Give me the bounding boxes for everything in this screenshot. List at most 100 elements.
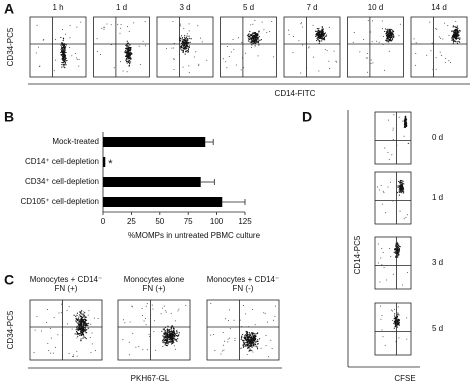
event-dot: [84, 316, 86, 319]
event-dot: [106, 23, 108, 25]
event-dot: [436, 28, 438, 30]
event-dot: [79, 315, 82, 318]
event-dot: [456, 41, 458, 43]
event-dot: [173, 328, 175, 330]
event-dot: [85, 322, 87, 324]
event-dot: [405, 125, 408, 128]
event-dot: [127, 44, 129, 46]
event-dot: [398, 337, 400, 339]
event-dot: [386, 31, 388, 33]
event-dot: [255, 341, 257, 343]
event-dot: [403, 191, 405, 193]
event-dot: [401, 184, 404, 186]
event-dot: [60, 44, 62, 46]
event-dot: [383, 35, 385, 37]
event-dot: [398, 319, 401, 322]
event-dot: [319, 30, 321, 32]
event-dot: [80, 338, 82, 340]
event-dot: [317, 35, 319, 38]
event-dot: [380, 318, 382, 320]
event-dot: [126, 40, 128, 42]
event-dot: [83, 334, 85, 336]
event-dot: [445, 57, 447, 59]
event-dot: [316, 39, 318, 42]
event-dot: [171, 336, 173, 338]
event-dot: [326, 50, 328, 52]
event-dot: [83, 320, 85, 322]
event-dot: [173, 337, 175, 339]
event-dot: [165, 338, 167, 341]
event-dot: [398, 189, 401, 191]
event-dot: [451, 39, 453, 42]
event-dot: [234, 340, 236, 342]
event-dot: [228, 320, 230, 322]
panel-label: A: [4, 1, 14, 17]
event-dot: [316, 37, 318, 39]
event-dot: [449, 61, 451, 63]
event-dot: [177, 338, 179, 340]
event-dot: [184, 53, 186, 55]
event-dot: [162, 342, 164, 344]
event-dot: [40, 330, 42, 332]
event-dot: [183, 39, 185, 41]
event-dot: [172, 334, 174, 337]
event-dot: [254, 35, 256, 37]
event-dot: [64, 59, 66, 61]
event-dot: [435, 57, 437, 59]
event-dot: [239, 319, 241, 321]
event-dot: [384, 28, 387, 30]
event-dot: [127, 51, 130, 53]
event-dot: [392, 31, 395, 33]
event-dot: [328, 26, 330, 28]
event-dot: [258, 31, 260, 33]
event-dot: [250, 46, 252, 48]
event-dot: [386, 34, 388, 36]
event-dot: [458, 31, 460, 34]
event-dot: [458, 30, 460, 32]
event-dot: [377, 262, 379, 264]
event-dot: [178, 332, 180, 334]
event-dot: [366, 57, 368, 59]
event-dot: [400, 191, 403, 193]
event-dot: [455, 36, 457, 38]
event-dot: [50, 352, 52, 354]
event-dot: [390, 39, 392, 41]
bar: [103, 157, 106, 167]
event-dot: [387, 29, 389, 31]
event-dot: [186, 40, 189, 42]
event-dot: [129, 44, 131, 46]
event-dot: [381, 315, 383, 317]
event-dot: [84, 321, 86, 323]
event-dot: [162, 328, 164, 330]
event-dot: [161, 307, 163, 309]
event-dot: [389, 37, 392, 39]
event-dot: [316, 28, 318, 30]
event-dot: [388, 33, 390, 35]
event-dot: [448, 60, 450, 62]
event-dot: [247, 40, 250, 42]
event-dot: [174, 338, 177, 341]
event-dot: [78, 314, 81, 316]
event-dot: [171, 331, 173, 333]
event-dot: [119, 27, 121, 29]
event-dot: [130, 58, 132, 60]
event-dot: [80, 311, 82, 314]
event-dot: [126, 54, 128, 56]
event-dot: [392, 129, 394, 131]
event-dot: [138, 45, 140, 47]
event-dot: [372, 62, 374, 64]
event-dot: [404, 119, 406, 121]
event-dot: [263, 29, 265, 31]
event-dot: [129, 321, 131, 323]
event-dot: [398, 194, 400, 196]
event-dot: [386, 36, 389, 38]
time-label: 1 d: [116, 3, 127, 12]
event-dot: [256, 37, 259, 39]
event-dot: [117, 23, 119, 25]
plot-title: Monocytes + CD14⁻: [207, 275, 279, 284]
event-dot: [243, 67, 245, 69]
event-dot: [376, 40, 378, 42]
event-dot: [371, 41, 373, 43]
event-dot: [93, 317, 95, 319]
event-dot: [315, 30, 317, 32]
